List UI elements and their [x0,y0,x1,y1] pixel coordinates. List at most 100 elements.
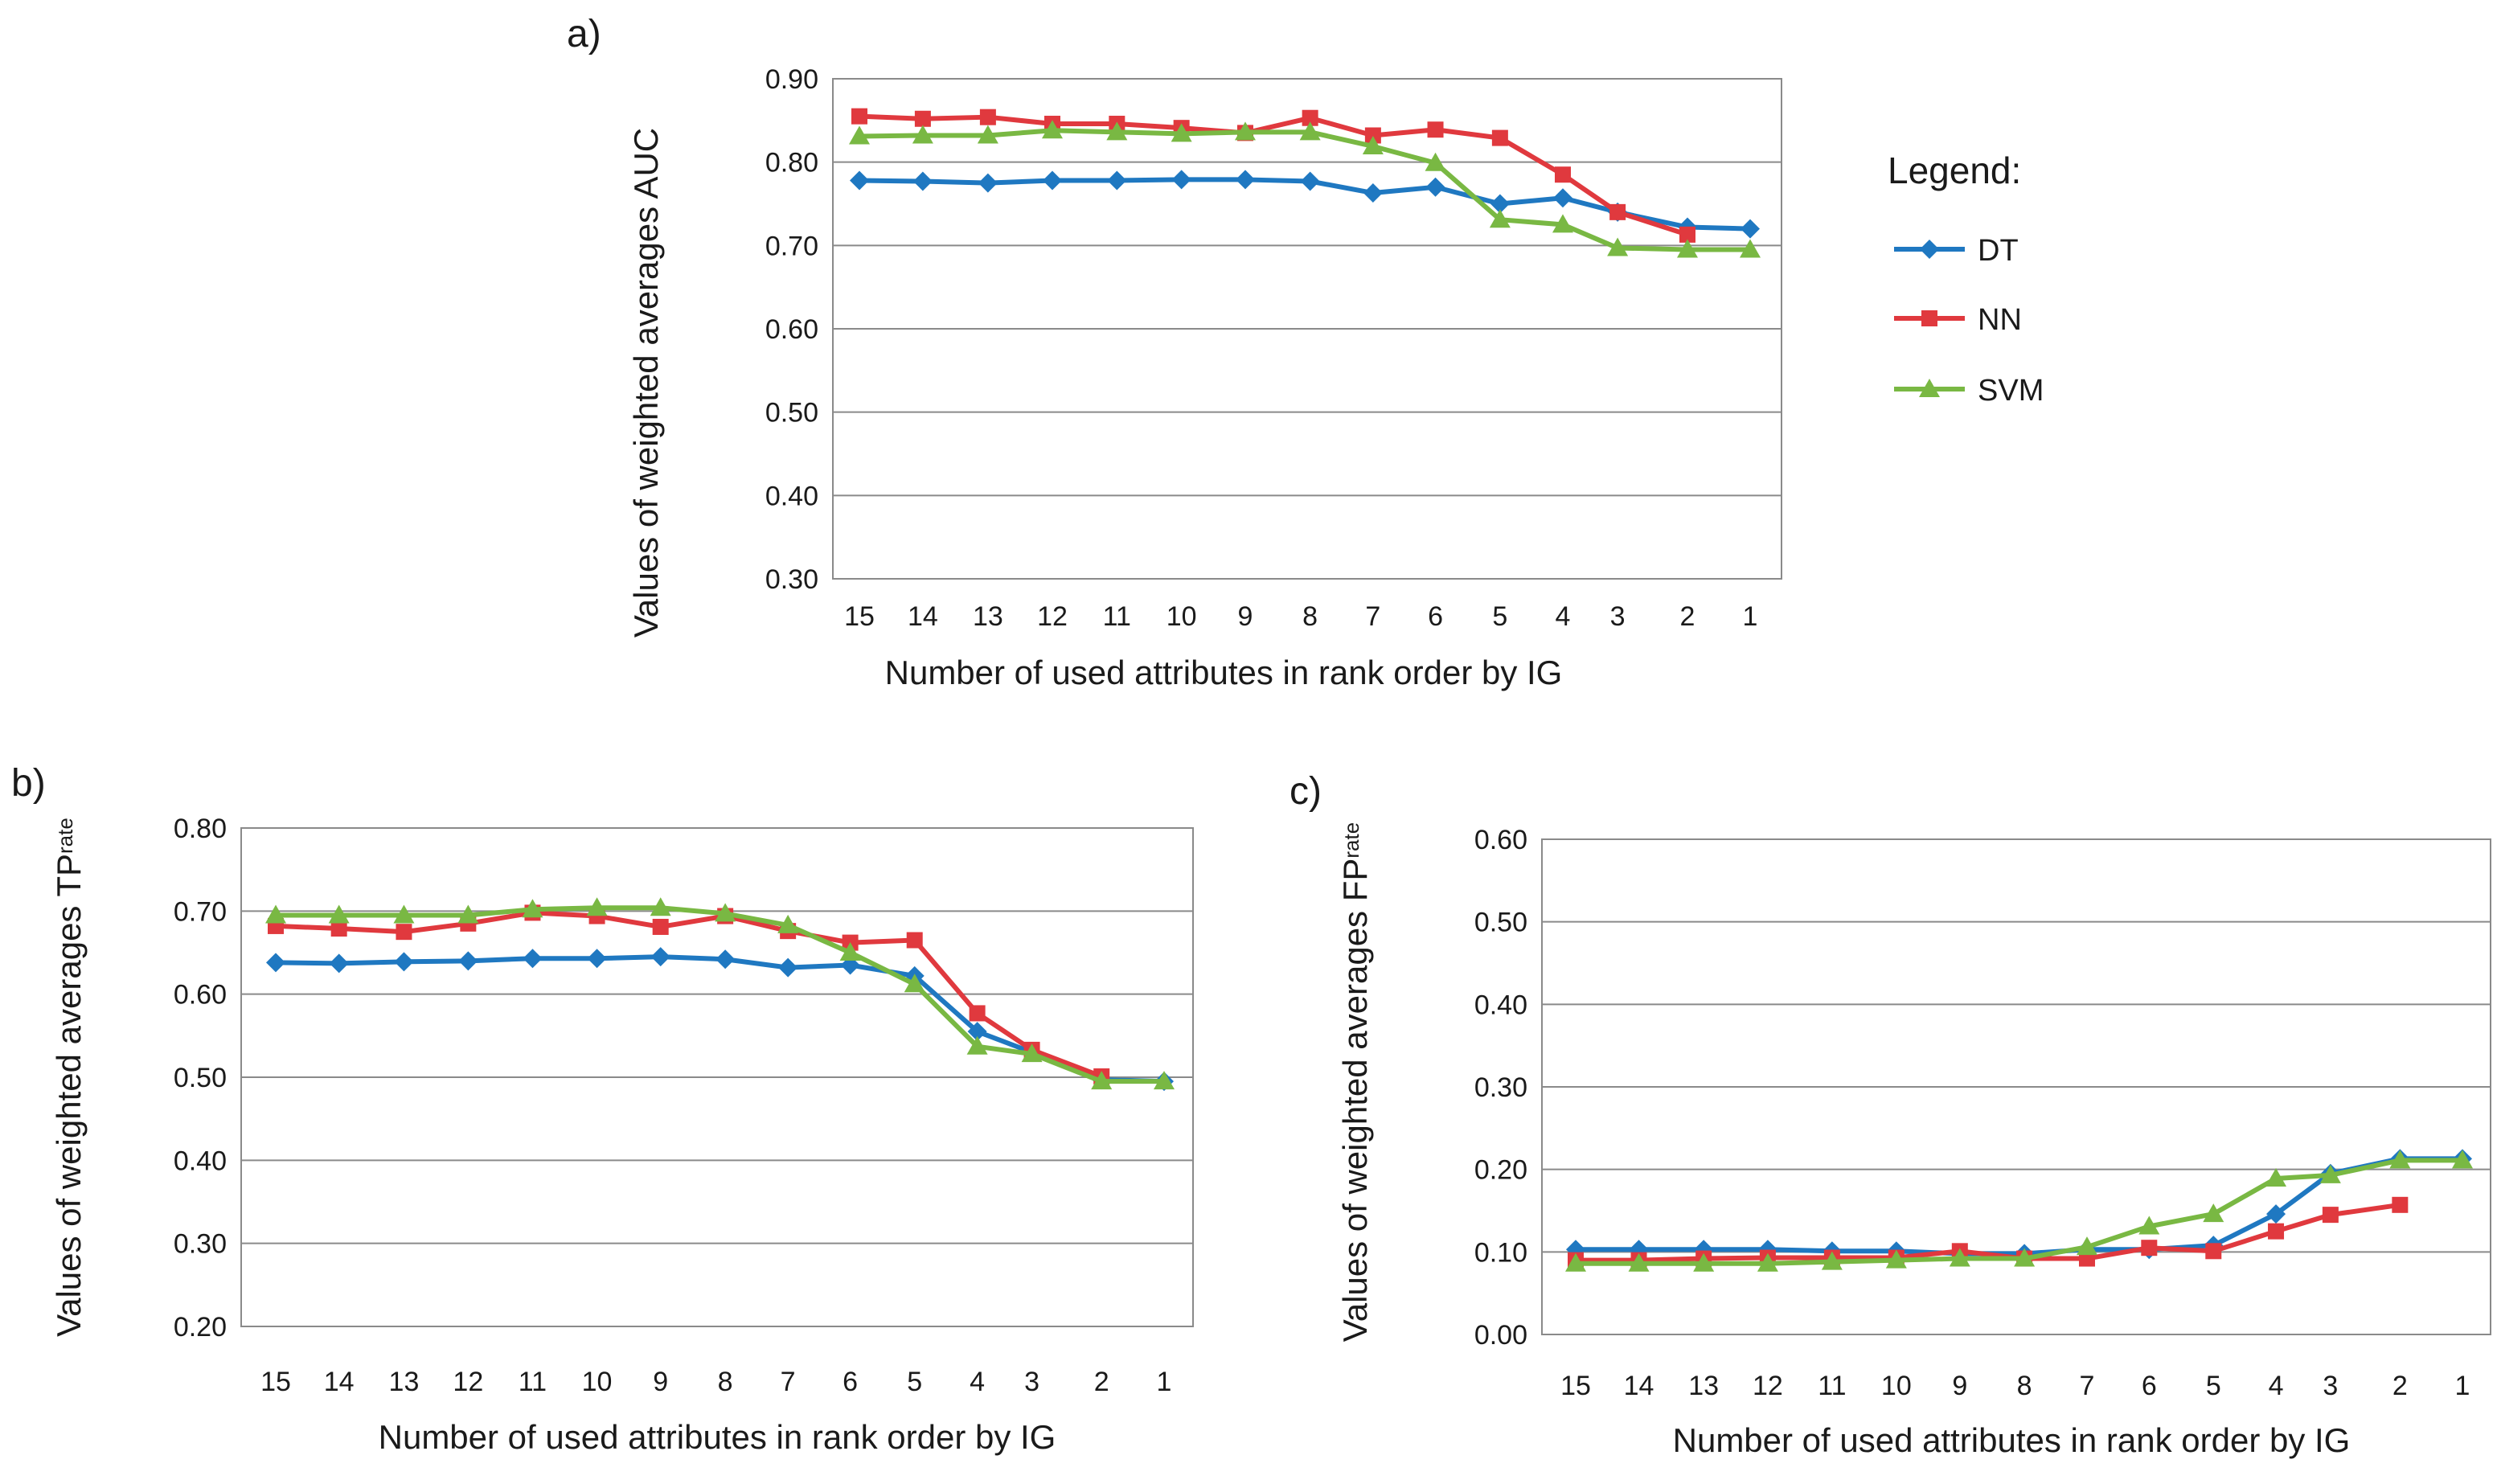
series-dt [850,170,1760,239]
x-tick-label: 14 [1624,1371,1654,1401]
series-nn [1568,1196,2409,1269]
data-point-dt [1552,188,1572,208]
x-tick-label: 13 [973,601,1003,632]
data-point-dt [1107,170,1127,191]
data-point-svm [2203,1203,2224,1223]
data-point-svm [2319,1164,2341,1183]
data-point-svm [265,904,286,924]
x-tick-label: 7 [781,1367,796,1397]
y-tick-label: 0.20 [174,1312,227,1343]
data-point-dt [850,170,869,191]
legend-item-nn: NN [1894,303,2022,337]
y-tick-label: 0.60 [765,314,818,345]
legend-label-svm: SVM [1978,374,2044,408]
x-tick-label: 8 [718,1367,733,1397]
panel-label-c: c) [1290,770,1322,813]
data-point-svm [1362,135,1384,154]
data-point-svm [586,897,608,916]
y-tick-label: 0.00 [1474,1320,1527,1351]
data-point-svm [1628,1252,1650,1272]
data-point-svm [1154,1071,1175,1090]
data-point-svm [2389,1150,2411,1169]
series-dt [266,947,1174,1092]
x-axis-title-c: Number of used attributes in rank order … [1673,1421,2351,1459]
y-tick-label: 0.30 [765,564,818,595]
data-point-svm [1091,1071,1113,1090]
data-point-svm [522,899,543,918]
x-tick-label: 10 [582,1367,613,1397]
x-tick-label: 2 [2392,1371,2408,1401]
x-tick-label: 9 [1238,601,1253,632]
y-tick-label: 0.70 [765,231,818,261]
x-tick-label: 7 [2080,1371,2095,1401]
data-point-svm [1757,1252,1778,1272]
data-point-svm [393,904,415,924]
x-tick-label: 6 [2142,1371,2157,1401]
data-point-dt [1490,194,1510,214]
x-tick-label: 9 [1952,1371,1967,1401]
x-tick-label: 14 [324,1367,355,1397]
data-point-nn [2392,1196,2409,1213]
y-tick-label: 0.60 [1474,825,1527,855]
data-point-svm [777,914,799,933]
x-tick-label: 4 [1556,601,1571,632]
y-axis-title-b-sub: rate [53,818,77,854]
x-tick-label: 6 [843,1367,858,1397]
y-tick-label: 0.30 [174,1229,227,1260]
x-tick-label: 5 [2206,1371,2221,1401]
data-point-svm [849,125,870,145]
x-tick-label: 11 [519,1367,547,1397]
data-point-nn [1554,166,1571,183]
x-tick-label: 12 [1753,1371,1783,1401]
y-axis-title-c-sub: rate [1339,822,1363,859]
x-tick-label: 2 [1094,1367,1109,1397]
data-point-nn [1491,129,1508,146]
x-tick-label: 10 [1881,1371,1912,1401]
data-point-svm [2014,1248,2036,1267]
data-point-svm [1234,121,1256,141]
x-tick-label: 2 [1680,601,1695,632]
data-point-svm [715,903,736,922]
data-point-nn [396,924,412,941]
x-tick-label: 1 [1157,1367,1172,1397]
chart-panel-b: b) Values of weighted averages TPrate Nu… [11,762,1194,1456]
data-point-dt [1171,170,1191,190]
data-point-svm [1171,123,1192,142]
chart-panel-c: c) Values of weighted averages FPrate Nu… [1290,770,2491,1459]
x-tick-label: 8 [1302,601,1318,632]
data-point-svm [912,125,933,144]
data-point-dt [266,953,285,973]
data-point-nn [1679,226,1695,243]
series-svm [849,120,1761,258]
x-tick-label: 5 [1492,601,1507,632]
data-point-dt [1042,170,1062,191]
y-tick-label: 0.40 [1474,990,1527,1020]
data-point-svm [977,125,998,144]
data-point-nn [2205,1243,2222,1260]
data-point-svm [1299,121,1321,141]
y-axis-title-b: Values of weighted averages TPrate [50,818,88,1337]
data-point-nn [1302,109,1318,126]
legend: Legend: DT NN SVM [1888,150,2044,408]
x-tick-label: 8 [2017,1371,2032,1401]
data-point-dt [329,953,349,974]
panel-label-a: a) [567,13,601,55]
x-tick-label: 3 [1610,601,1626,632]
data-point-svm [1949,1248,1970,1267]
data-point-dt [587,949,607,969]
series-line-svm [859,128,1750,252]
data-point-svm [2452,1150,2473,1169]
data-point-nn [1364,127,1381,144]
y-tick-label: 0.40 [174,1146,227,1176]
y-axis-title-c: Values of weighted averages FPrate [1336,822,1374,1342]
x-tick-label: 4 [2269,1371,2284,1401]
data-point-dt [715,949,736,970]
data-point-dt [967,1022,987,1042]
x-tick-label: 6 [1428,601,1443,632]
series-line-nn [275,910,1103,1079]
data-point-svm [328,904,350,924]
data-point-svm [1885,1249,1907,1269]
legend-label-nn: NN [1978,303,2022,337]
series-dt [1566,1149,2472,1264]
y-tick-label: 0.30 [1474,1072,1527,1103]
